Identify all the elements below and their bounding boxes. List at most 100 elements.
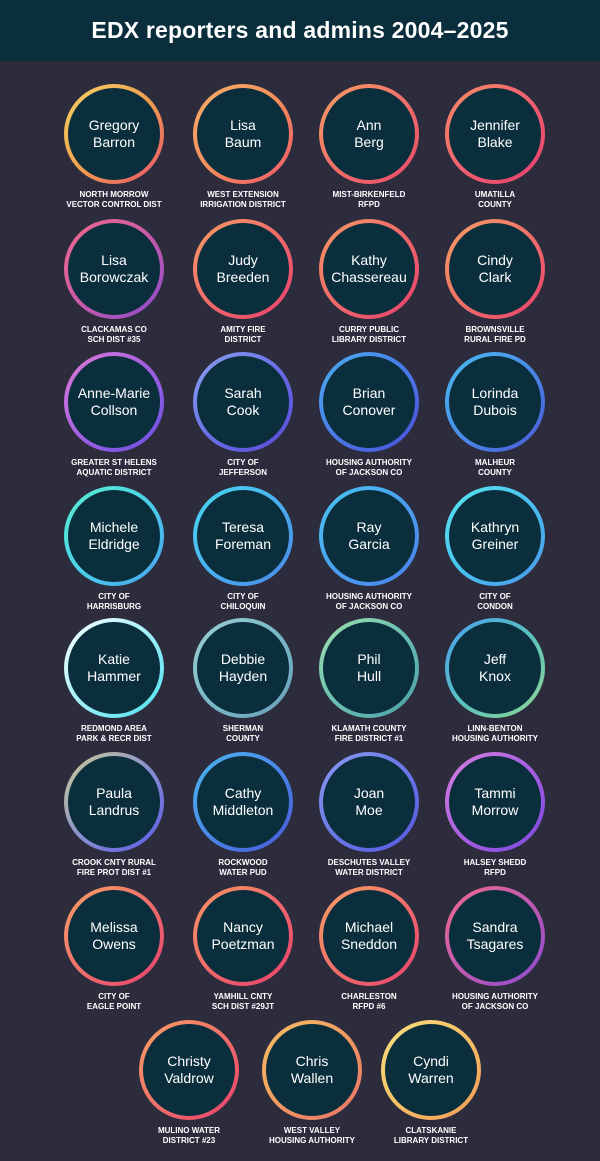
avatar-ring: Jennifer Blake — [445, 84, 545, 184]
avatar-ring: Chris Wallen — [262, 1020, 362, 1120]
organization-line-2: LIBRARY DISTRICT — [331, 335, 407, 344]
person-card: Lisa Borowczak CLACKAMAS CO SCH DIST #35 — [49, 219, 179, 345]
first-name: Christy — [167, 1053, 211, 1069]
person-card: Jennifer Blake UMATILLA COUNTY — [430, 84, 560, 210]
person-card: Lorinda Dubois MALHEUR COUNTY — [430, 352, 560, 478]
organization-label: CITY OF CHILOQUIN — [221, 592, 266, 612]
organization-label: HOUSING AUTHORITY OF JACKSON CO — [452, 992, 538, 1012]
last-name: Hayden — [218, 668, 268, 684]
organization-line-1: CHARLESTON — [341, 992, 397, 1001]
last-name: Dubois — [473, 402, 517, 418]
organization-line-1: SHERMAN — [222, 724, 264, 733]
organization-line-2: COUNTY — [478, 468, 512, 477]
organization-label: MIST-BIRKENFELD RFPD — [333, 190, 406, 210]
organization-line-2: COUNTY — [478, 200, 512, 209]
person-card: Tammi Morrow HALSEY SHEDD RFPD — [430, 752, 560, 878]
avatar-ring: Ann Berg — [319, 84, 419, 184]
person-card: Chris Wallen WEST VALLEY HOUSING AUTHORITY — [247, 1020, 377, 1146]
organization-line-1: WEST VALLEY — [283, 1126, 341, 1135]
first-name: Ann — [356, 117, 382, 133]
avatar-circle: Tammi Morrow — [449, 756, 541, 848]
organization-line-2: LIBRARY DISTRICT — [393, 1136, 469, 1145]
avatar-circle: Kathryn Greiner — [449, 490, 541, 582]
organization-line-1: CITY OF — [227, 458, 259, 467]
organization-line-1: CLACKAMAS CO — [81, 325, 147, 334]
person-card: Christy Valdrow MULINO WATER DISTRICT #23 — [124, 1020, 254, 1146]
organization-line-2: RFPD — [358, 200, 380, 209]
first-name: Anne-Marie — [77, 385, 151, 401]
last-name: Foreman — [214, 536, 272, 552]
first-name: Michael — [344, 919, 394, 935]
avatar-circle: Gregory Barron — [68, 88, 160, 180]
avatar-ring: Cyndi Warren — [381, 1020, 481, 1120]
first-name: Gregory — [88, 117, 140, 133]
last-name: Breeden — [216, 269, 270, 285]
organization-line-1: GREATER ST HELENS — [71, 458, 157, 467]
organization-label: CROOK CNTY RURAL FIRE PROT DIST #1 — [72, 858, 156, 878]
first-name: Cyndi — [413, 1053, 449, 1069]
page-header: EDX reporters and admins 2004–2025 — [0, 0, 600, 61]
last-name: Garcia — [348, 536, 390, 552]
organization-line-2: IRRIGATION DISTRICT — [200, 200, 286, 209]
organization-line-2: OF JACKSON CO — [461, 1002, 529, 1011]
person-card: Cathy Middleton ROCKWOOD WATER PUD — [178, 752, 308, 878]
person-card: Ann Berg MIST-BIRKENFELD RFPD — [304, 84, 434, 210]
organization-line-2: HARRISBURG — [86, 602, 142, 611]
organization-label: KLAMATH COUNTY FIRE DISTRICT #1 — [332, 724, 407, 744]
first-name: Michele — [89, 519, 139, 535]
avatar-ring: Ray Garcia — [319, 486, 419, 586]
avatar-circle: Ann Berg — [323, 88, 415, 180]
organization-label: NORTH MORROW VECTOR CONTROL DIST — [66, 190, 161, 210]
person-card: Michael Sneddon CHARLESTON RFPD #6 — [304, 886, 434, 1012]
person-card: Phil Hull KLAMATH COUNTY FIRE DISTRICT #1 — [304, 618, 434, 744]
person-card: Sarah Cook CITY OF JEFFERSON — [178, 352, 308, 478]
avatar-ring: Katie Hammer — [64, 618, 164, 718]
first-name: Phil — [357, 651, 381, 667]
organization-line-2: FIRE DISTRICT #1 — [334, 734, 404, 743]
first-name: Sarah — [224, 385, 262, 401]
person-card: Nancy Poetzman YAMHILL CNTY SCH DIST #29JT — [178, 886, 308, 1012]
organization-label: CITY OF HARRISBURG — [87, 592, 141, 612]
organization-label: CITY OF JEFFERSON — [219, 458, 267, 478]
avatar-circle: Lorinda Dubois — [449, 356, 541, 448]
organization-line-1: REDMOND AREA — [81, 724, 147, 733]
avatar-ring: Paula Landrus — [64, 752, 164, 852]
organization-line-1: LINN-BENTON — [467, 724, 523, 733]
organization-line-2: WATER DISTRICT — [335, 868, 403, 877]
organization-line-1: YAMHILL CNTY — [213, 992, 273, 1001]
organization-line-2: FIRE PROT DIST #1 — [76, 868, 152, 877]
first-name: Lisa — [101, 252, 127, 268]
organization-line-1: NORTH MORROW — [79, 190, 149, 199]
organization-line-1: CLATSKANIE — [405, 1126, 457, 1135]
last-name: Landrus — [88, 802, 140, 818]
person-card: Melissa Owens CITY OF EAGLE POINT — [49, 886, 179, 1012]
organization-label: MALHEUR COUNTY — [475, 458, 515, 478]
organization-line-1: WEST EXTENSION — [207, 190, 279, 199]
person-card: Michele Eldridge CITY OF HARRISBURG — [49, 486, 179, 612]
person-card: Cyndi Warren CLATSKANIE LIBRARY DISTRICT — [366, 1020, 496, 1146]
last-name: Hull — [356, 668, 382, 684]
organization-line-1: MIST-BIRKENFELD — [332, 190, 406, 199]
first-name: Kathryn — [470, 519, 520, 535]
first-name: Lisa — [230, 117, 256, 133]
first-name: Tammi — [474, 785, 516, 801]
organization-line-1: CURRY PUBLIC — [338, 325, 399, 334]
organization-label: YAMHILL CNTY SCH DIST #29JT — [212, 992, 274, 1012]
organization-line-1: UMATILLA — [474, 190, 516, 199]
last-name: Borowczak — [79, 269, 149, 285]
avatar-ring: Melissa Owens — [64, 886, 164, 986]
avatar-ring: Tammi Morrow — [445, 752, 545, 852]
organization-line-1: HALSEY SHEDD — [463, 858, 527, 867]
last-name: Tsagares — [466, 936, 524, 952]
avatar-ring: Teresa Foreman — [193, 486, 293, 586]
avatar-ring: Gregory Barron — [64, 84, 164, 184]
avatar-ring: Michele Eldridge — [64, 486, 164, 586]
organization-line-2: CHILOQUIN — [220, 602, 266, 611]
first-name: Brian — [352, 385, 386, 401]
organization-line-1: KLAMATH COUNTY — [331, 724, 407, 733]
organization-line-2: JEFFERSON — [218, 468, 267, 477]
avatar-ring: Kathryn Greiner — [445, 486, 545, 586]
organization-label: ROCKWOOD WATER PUD — [218, 858, 267, 878]
person-card: Lisa Baum WEST EXTENSION IRRIGATION DISTRIC… — [178, 84, 308, 210]
